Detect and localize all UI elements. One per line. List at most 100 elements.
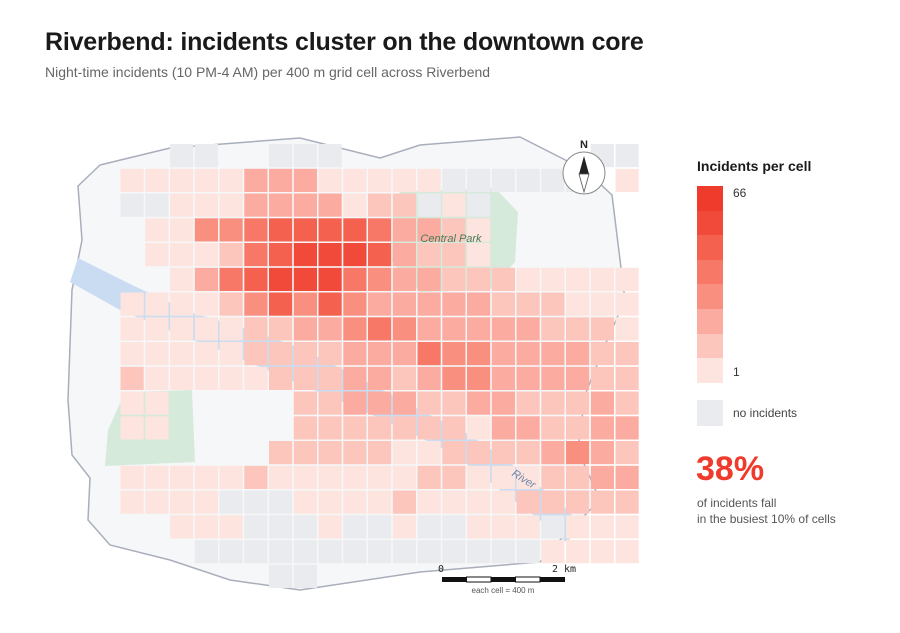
compass-north-label: N: [580, 139, 588, 151]
grid-cell: [467, 243, 491, 267]
page-title: Riverbend: incidents cluster on the down…: [45, 28, 644, 56]
grid-cell: [417, 366, 441, 390]
grid-cell-no-incidents: [442, 515, 466, 539]
grid-cell: [615, 168, 639, 192]
grid-cell: [293, 218, 317, 242]
grid-cell: [392, 441, 416, 465]
grid-cell: [392, 193, 416, 217]
grid-cell: [491, 391, 515, 415]
grid-cell: [269, 317, 293, 341]
page-subtitle: Night-time incidents (10 PM-4 AM) per 40…: [45, 64, 491, 80]
grid-cell: [194, 218, 218, 242]
grid-cell: [219, 243, 243, 267]
grid-cell: [541, 342, 565, 366]
grid-cell: [590, 342, 614, 366]
legend-swatch: [697, 333, 723, 359]
grid-cell: [566, 317, 590, 341]
grid-cell: [368, 465, 392, 489]
grid-cell-no-incidents: [170, 144, 194, 168]
grid-cell: [615, 292, 639, 316]
compass-needle-north: [579, 156, 589, 174]
grid-cell: [120, 391, 144, 415]
grid-cell: [615, 342, 639, 366]
grid-cell: [343, 366, 367, 390]
grid-cell: [244, 317, 268, 341]
grid-cell: [566, 292, 590, 316]
grid-cell-no-incidents: [293, 144, 317, 168]
legend-swatch: [697, 308, 723, 334]
grid-cell-no-incidents: [318, 144, 342, 168]
grid-cell: [244, 193, 268, 217]
grid-cell: [145, 292, 169, 316]
grid-cell-no-incidents: [269, 144, 293, 168]
grid-cell: [194, 193, 218, 217]
grid-cell: [219, 317, 243, 341]
legend-swatch: [697, 259, 723, 285]
compass-needle-south: [578, 173, 590, 194]
grid-cell-no-incidents: [244, 490, 268, 514]
legend-swatch: [697, 284, 723, 309]
grid-cell: [392, 243, 416, 267]
grid-cell: [318, 441, 342, 465]
grid-cell: [590, 441, 614, 465]
grid-cell: [293, 391, 317, 415]
grid-cell: [269, 193, 293, 217]
grid-cell: [318, 366, 342, 390]
grid-cell: [120, 342, 144, 366]
grid-cell: [392, 317, 416, 341]
grid-cell: [293, 465, 317, 489]
grid-cell: [417, 391, 441, 415]
grid-cell: [467, 267, 491, 291]
grid-cell: [194, 490, 218, 514]
grid-cell: [120, 366, 144, 390]
grid-cell: [516, 366, 540, 390]
grid-cells: [120, 144, 639, 588]
grid-cell: [590, 490, 614, 514]
grid-cell: [541, 441, 565, 465]
grid-cell: [615, 490, 639, 514]
grid-cell: [392, 416, 416, 440]
grid-cell: [417, 292, 441, 316]
grid-cell: [516, 391, 540, 415]
grid-cell-no-incidents: [442, 168, 466, 192]
grid-cell-no-incidents: [417, 193, 441, 217]
legend-max-label: 66: [733, 186, 747, 200]
grid-cell: [318, 391, 342, 415]
grid-cell: [219, 465, 243, 489]
grid-cell-no-incidents: [219, 540, 243, 564]
grid-cell: [491, 366, 515, 390]
grid-cell: [566, 515, 590, 539]
grid-cell: [368, 317, 392, 341]
grid-cell: [145, 218, 169, 242]
legend-color-ramp: [697, 186, 723, 383]
grid-cell-no-incidents: [392, 540, 416, 564]
grid-cell: [491, 465, 515, 489]
grid-cell: [590, 540, 614, 564]
stat-value: 38%: [696, 450, 765, 488]
grid-cell: [566, 366, 590, 390]
grid-cell: [541, 292, 565, 316]
grid-cell: [368, 243, 392, 267]
grid-cell: [392, 168, 416, 192]
grid-cell: [442, 243, 466, 267]
grid-cell-no-incidents: [516, 540, 540, 564]
grid-cell: [343, 490, 367, 514]
scale-note: each cell = 400 m: [472, 586, 535, 595]
grid-cell: [269, 267, 293, 291]
legend-no-incidents-label: no incidents: [733, 406, 798, 420]
grid-cell-no-incidents: [219, 490, 243, 514]
grid-cell: [541, 267, 565, 291]
grid-cell: [343, 292, 367, 316]
legend-swatch: [697, 186, 723, 211]
grid-cell: [615, 267, 639, 291]
grid-cell-no-incidents: [368, 540, 392, 564]
grid-cell: [269, 218, 293, 242]
grid-cell-no-incidents: [145, 193, 169, 217]
legend-title: Incidents per cell: [697, 158, 812, 174]
grid-cell: [269, 243, 293, 267]
grid-cell: [442, 193, 466, 217]
grid-cell: [615, 366, 639, 390]
grid-cell: [170, 218, 194, 242]
grid-cell: [145, 317, 169, 341]
grid-cell: [467, 490, 491, 514]
